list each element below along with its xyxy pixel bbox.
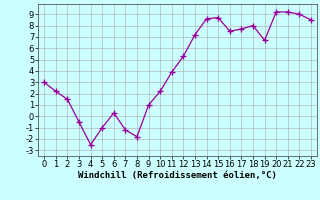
X-axis label: Windchill (Refroidissement éolien,°C): Windchill (Refroidissement éolien,°C) [78, 171, 277, 180]
